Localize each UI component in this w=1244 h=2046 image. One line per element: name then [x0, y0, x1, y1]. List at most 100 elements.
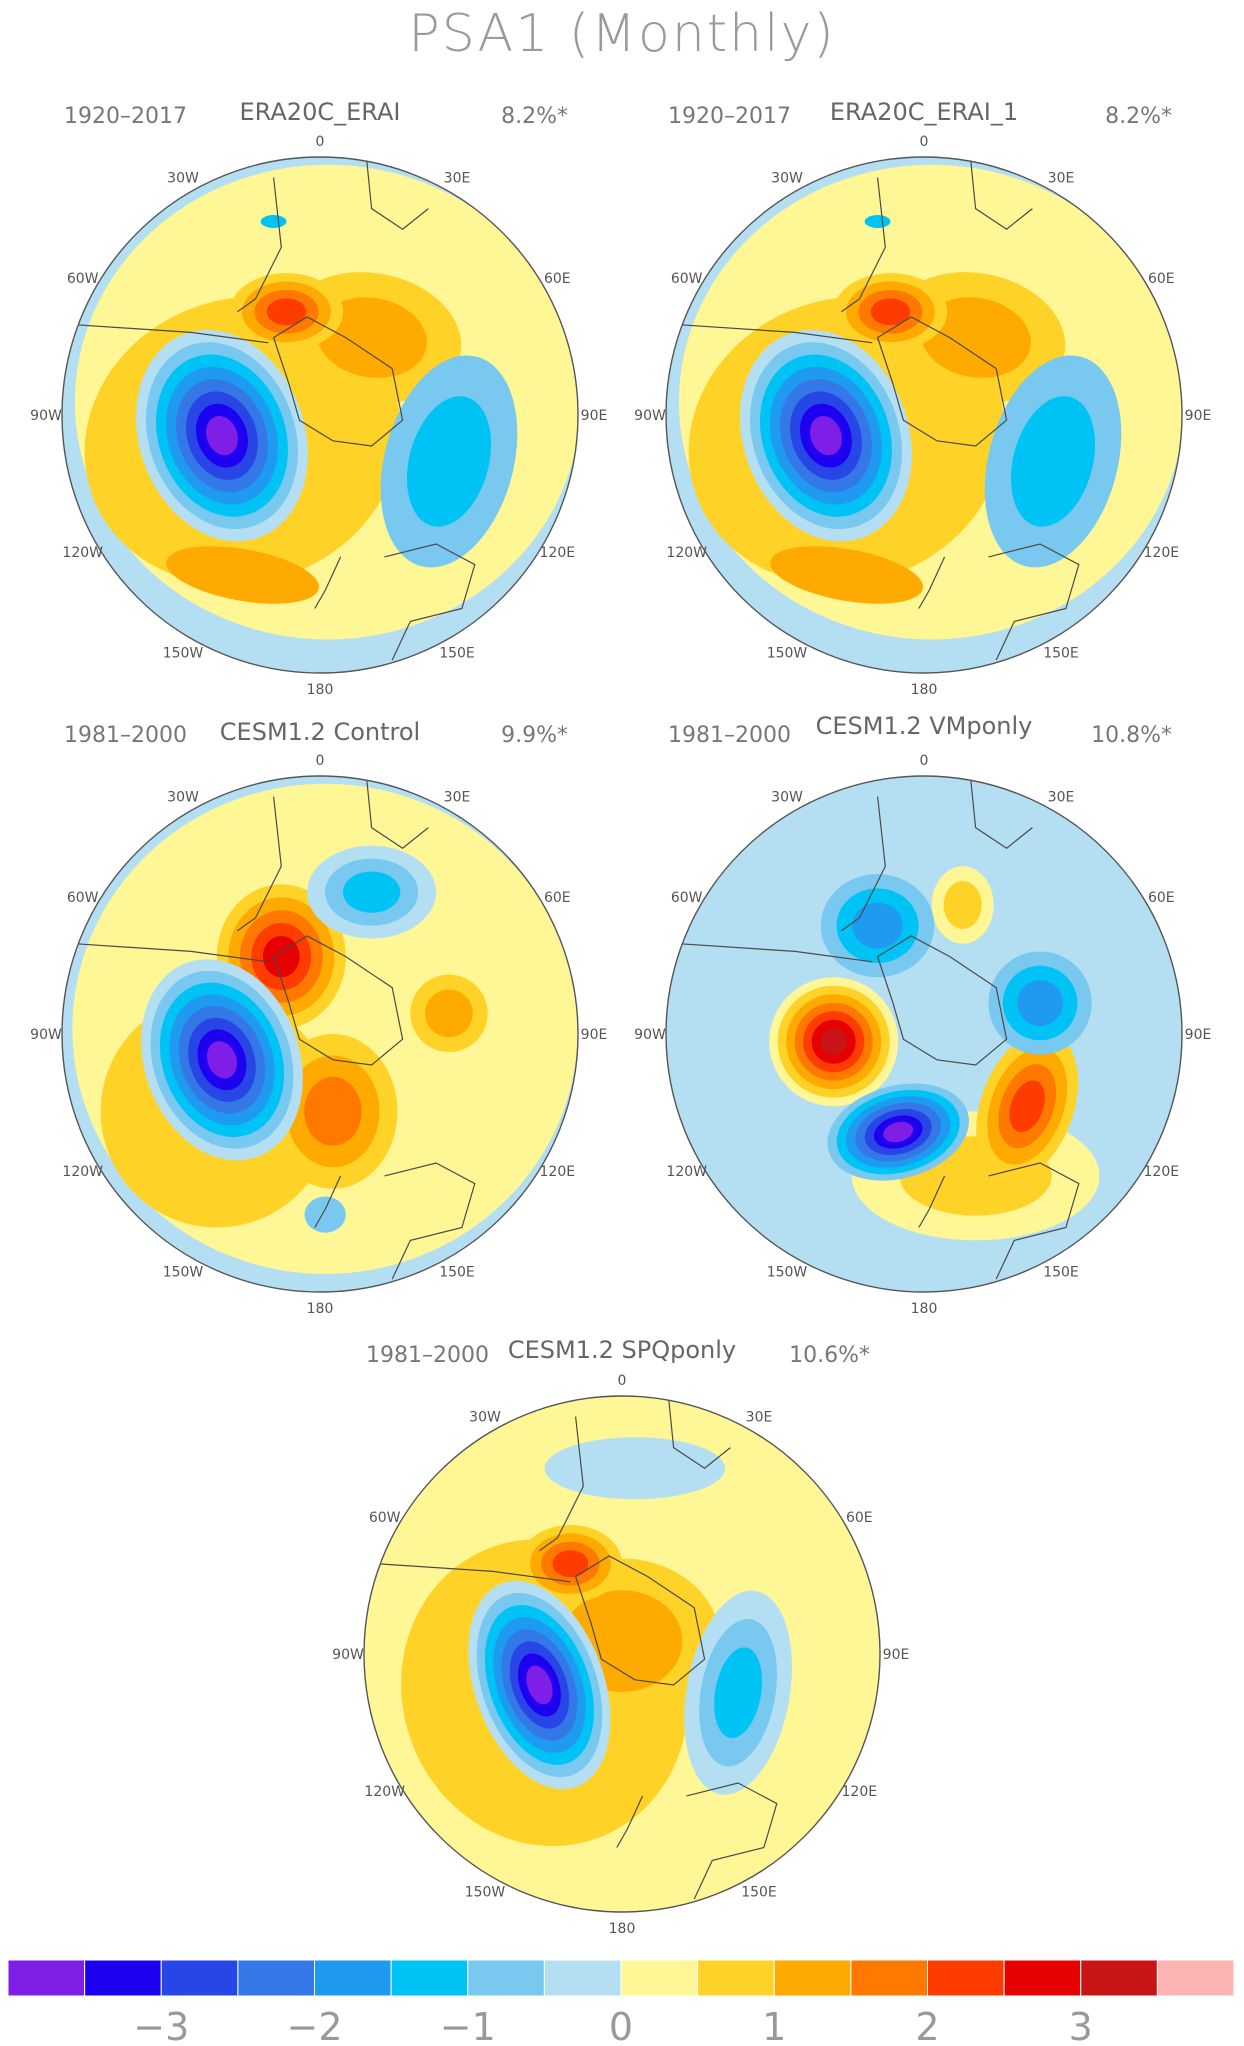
map-panel-cesm-control: 0 30E 60E 90E 120E 150E 180 150W 120W 90W 60W 30W CE…	[30, 718, 607, 1317]
colorbar-swatch	[620, 1959, 699, 1997]
lon-label: 150W	[767, 645, 808, 661]
coastlines	[74, 157, 476, 661]
anomaly-field	[666, 776, 1182, 1292]
colorbar-swatch	[1003, 1959, 1082, 1997]
anomaly-field	[62, 776, 578, 1292]
coastlines	[74, 776, 476, 1280]
anomaly-field	[666, 157, 1182, 673]
panel-title: ERA20C_ERAI	[240, 98, 401, 126]
lon-label: 0	[920, 134, 929, 150]
map-panel-cesm-vmponly: 0 30E 60E 90E 120E 150E 180 150W 120W 90W 60W 30W CE…	[634, 712, 1211, 1317]
map-panel-era20c-erai: 0 30E 60E 90E 120E 150E 180 150W 120W 90W 60W 30W ER…	[30, 98, 607, 698]
panel-variance: 8.2%*	[501, 104, 568, 129]
lon-label: 150W	[163, 645, 204, 661]
contour-level	[342, 871, 401, 913]
lon-label: 180	[911, 1301, 938, 1317]
lon-label: 30W	[771, 171, 803, 187]
lon-label: 30W	[167, 790, 199, 806]
lon-label: 120W	[666, 1164, 707, 1180]
colorbar-tick-label: 3	[1069, 2005, 1093, 2046]
contour-level	[870, 298, 911, 326]
panel-period: 1920–2017	[668, 104, 791, 129]
lon-label: 120E	[842, 1784, 878, 1800]
lon-label: 90E	[1185, 408, 1212, 424]
contour-level	[304, 1196, 346, 1233]
lon-label: 0	[316, 134, 325, 150]
lon-label: 60E	[544, 890, 571, 906]
lon-label: 120E	[1144, 1164, 1180, 1180]
lon-label: 150E	[1043, 1264, 1079, 1280]
map-panel-era20c-erai-1: 0 30E 60E 90E 120E 150E 180 150W 120W 90W 60W 30W ER…	[634, 98, 1211, 698]
contour-level	[166, 546, 319, 604]
panel-variance: 8.2%*	[1105, 104, 1172, 129]
colorbar-tick-label: −1	[440, 2005, 496, 2046]
contour-level	[544, 1437, 726, 1500]
lon-label: 120W	[62, 1164, 103, 1180]
panel-variance: 10.6%*	[789, 1343, 870, 1368]
contour-level	[943, 881, 982, 929]
colorbar-tick-label: 2	[915, 2005, 939, 2046]
coastlines	[678, 157, 1080, 661]
contour-level	[1010, 396, 1096, 527]
map-boundary	[61, 156, 579, 674]
lon-label: 60W	[671, 271, 703, 287]
contour-level	[770, 546, 923, 604]
lon-label: 0	[920, 753, 929, 769]
lon-label: 30E	[444, 790, 471, 806]
lon-label: 30E	[1048, 790, 1075, 806]
colorbar-swatch	[1156, 1959, 1235, 1997]
colorbar-swatch	[697, 1959, 775, 1997]
coastlines	[678, 776, 1080, 1280]
lon-label: 90E	[581, 1027, 608, 1043]
map-panel-cesm-spqponly: 0 30E 60E 90E 120E 150E 180 150W 120W 90W 60W 30W CE…	[332, 1336, 909, 1937]
colorbar-swatch	[237, 1959, 315, 1997]
panel-period: 1981–2000	[64, 723, 187, 748]
colorbar-swatch	[850, 1959, 928, 1997]
lon-label: 60E	[544, 271, 571, 287]
contour-level	[526, 1665, 553, 1705]
colorbar-swatch	[927, 1959, 1005, 1997]
colorbar-swatch	[1080, 1959, 1158, 1997]
lon-label: 120W	[666, 545, 707, 561]
contour-level	[316, 297, 427, 378]
lon-label: 150E	[1043, 645, 1079, 661]
contour-level	[809, 415, 842, 456]
coastlines	[376, 1396, 778, 1900]
lon-label: 150E	[439, 645, 475, 661]
contour-level	[1017, 980, 1064, 1026]
lon-label: 30W	[771, 790, 803, 806]
colorbar-swatch	[467, 1959, 545, 1997]
lon-label: 0	[316, 753, 325, 769]
contour-level	[425, 989, 473, 1038]
colorbar: −3 −2 −1 0 1 2 3	[7, 1959, 1235, 2046]
lon-label: 120W	[62, 545, 103, 561]
lon-label: 90E	[581, 408, 608, 424]
contour-level	[206, 1041, 238, 1079]
map-boundary	[363, 1395, 881, 1913]
lon-label: 90W	[332, 1647, 364, 1663]
map-boundary	[665, 156, 1183, 674]
lon-label: 180	[609, 1921, 636, 1937]
lon-label: 90E	[1185, 1027, 1212, 1043]
figure-title: PSA1 (Monthly)	[408, 4, 836, 64]
lon-label: 0	[618, 1373, 627, 1389]
lon-label: 60E	[1148, 271, 1175, 287]
map-boundary	[61, 775, 579, 1293]
panel-period: 1920–2017	[64, 104, 187, 129]
panel-title: ERA20C_ERAI_1	[830, 98, 1018, 126]
colorbar-swatch	[314, 1959, 392, 1997]
lon-label: 60W	[671, 890, 703, 906]
lon-label: 60E	[846, 1510, 873, 1526]
lon-label: 30E	[1048, 171, 1075, 187]
lon-label: 120W	[364, 1784, 405, 1800]
lon-label: 150W	[163, 1264, 204, 1280]
lon-label: 90W	[634, 1027, 666, 1043]
contour-level	[406, 396, 492, 527]
lon-label: 30E	[444, 171, 471, 187]
lon-label: 60W	[67, 271, 99, 287]
anomaly-field	[364, 1396, 880, 1912]
map-boundary	[665, 775, 1183, 1293]
colorbar-swatch	[390, 1959, 469, 1997]
lon-label: 60W	[67, 890, 99, 906]
lon-label: 150W	[465, 1884, 506, 1900]
